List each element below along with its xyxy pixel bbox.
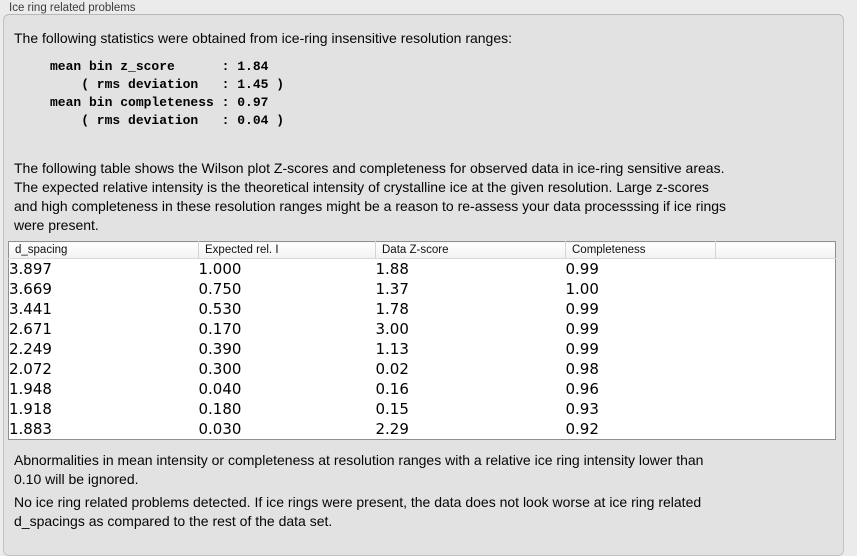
table-row[interactable]: 1.883 0.030 2.29 0.92: [9, 419, 836, 440]
cell-d-spacing: 1.948: [9, 380, 52, 398]
cell-d-spacing: 3.669: [9, 280, 52, 298]
intro-text: The following statistics were obtained f…: [14, 30, 513, 46]
table-header-d-spacing[interactable]: d_spacing: [8, 241, 199, 259]
table-header-expected-rel-i[interactable]: Expected rel. I: [198, 241, 376, 259]
cell-data-z-score: 1.88: [375, 260, 409, 278]
cell-completeness: 0.98: [565, 360, 599, 378]
table-row[interactable]: 2.671 0.170 3.00 0.99: [9, 319, 836, 339]
group-box-title: Ice ring related problems: [9, 2, 136, 14]
conclusion-text: No ice ring related problems detected. I…: [14, 494, 702, 529]
cell-expected-rel-i: 0.390: [198, 340, 242, 358]
ignore-note-text: Abnormalities in mean intensity or compl…: [14, 452, 704, 487]
cell-spacer: [716, 339, 836, 359]
cell-data-z-score: 1.78: [375, 300, 409, 318]
table-row[interactable]: 2.072 0.300 0.02 0.98: [9, 359, 836, 379]
cell-spacer: [716, 399, 836, 419]
table-header-spacer: [715, 241, 836, 259]
cell-data-z-score: 0.02: [375, 360, 409, 378]
table-header-completeness[interactable]: Completeness: [565, 241, 716, 259]
cell-d-spacing: 3.897: [9, 260, 52, 278]
cell-spacer: [716, 259, 836, 280]
cell-completeness: 0.99: [565, 260, 599, 278]
cell-data-z-score: 2.29: [375, 420, 409, 438]
cell-expected-rel-i: 0.300: [198, 360, 242, 378]
cell-completeness: 1.00: [565, 280, 599, 298]
cell-completeness: 0.99: [565, 340, 599, 358]
cell-spacer: [716, 279, 836, 299]
cell-data-z-score: 0.16: [375, 380, 409, 398]
cell-data-z-score: 0.15: [375, 400, 409, 418]
table-row[interactable]: 1.918 0.180 0.15 0.93: [9, 399, 836, 419]
table-row[interactable]: 1.948 0.040 0.16 0.96: [9, 379, 836, 399]
cell-expected-rel-i: 0.530: [198, 300, 242, 318]
cell-d-spacing: 1.918: [9, 400, 52, 418]
cell-expected-rel-i: 0.170: [198, 320, 242, 338]
cell-expected-rel-i: 0.750: [198, 280, 242, 298]
stats-block: mean bin z_score : 1.84 ( rms deviation …: [50, 59, 285, 128]
table-row[interactable]: 3.669 0.750 1.37 1.00: [9, 279, 836, 299]
ice-ring-report-window: { "panel": { "title": "Ice ring related …: [3, 2, 844, 556]
table-header-data-z-score[interactable]: Data Z-score: [375, 241, 566, 259]
cell-completeness: 0.96: [565, 380, 599, 398]
cell-expected-rel-i: 0.040: [198, 380, 242, 398]
cell-expected-rel-i: 0.180: [198, 400, 242, 418]
cell-spacer: [716, 379, 836, 399]
cell-completeness: 0.99: [565, 320, 599, 338]
table-row[interactable]: 3.897 1.000 1.88 0.99: [9, 259, 836, 280]
cell-d-spacing: 3.441: [9, 300, 52, 318]
table-header-row: d_spacing Expected rel. I Data Z-score C…: [8, 241, 836, 259]
cell-d-spacing: 2.249: [9, 340, 52, 358]
cell-expected-rel-i: 1.000: [198, 260, 242, 278]
cell-completeness: 0.93: [565, 400, 599, 418]
cell-spacer: [716, 359, 836, 379]
cell-data-z-score: 1.13: [375, 340, 409, 358]
cell-completeness: 0.99: [565, 300, 599, 318]
table-row[interactable]: 3.441 0.530 1.78 0.99: [9, 299, 836, 319]
description-text: The following table shows the Wilson plo…: [14, 160, 727, 233]
cell-expected-rel-i: 0.030: [198, 420, 242, 438]
ice-ring-table: d_spacing Expected rel. I Data Z-score C…: [8, 241, 836, 440]
cell-d-spacing: 2.072: [9, 360, 52, 378]
cell-spacer: [716, 319, 836, 339]
cell-data-z-score: 3.00: [375, 320, 409, 338]
cell-data-z-score: 1.37: [375, 280, 409, 298]
table-row[interactable]: 2.249 0.390 1.13 0.99: [9, 339, 836, 359]
ice-ring-group-box: The following statistics were obtained f…: [3, 14, 844, 556]
cell-d-spacing: 2.671: [9, 320, 52, 338]
cell-spacer: [716, 419, 836, 440]
cell-spacer: [716, 299, 836, 319]
cell-completeness: 0.92: [565, 420, 599, 438]
cell-d-spacing: 1.883: [9, 420, 52, 438]
